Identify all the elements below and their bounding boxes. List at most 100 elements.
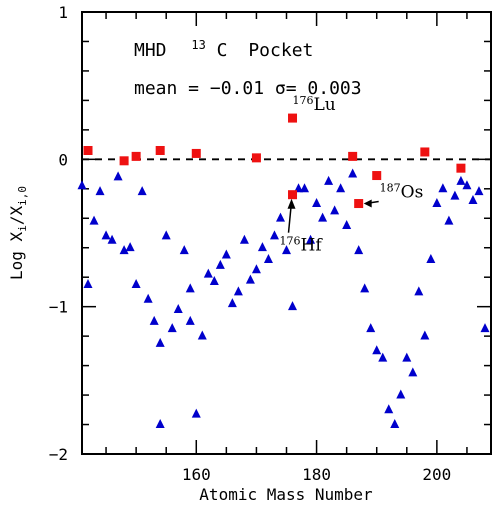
triangle-point [209, 276, 219, 286]
isotope-mass: 176 [280, 235, 301, 248]
triangle-point [161, 230, 171, 240]
triangle-point [95, 186, 105, 196]
title-pocket: Pocket [248, 40, 313, 61]
triangle-point [137, 186, 147, 196]
title-text: MHD [134, 40, 167, 61]
triangle-point [149, 315, 159, 325]
triangle-point [233, 286, 243, 296]
triangle-point [143, 293, 153, 303]
triangle-point [432, 197, 442, 207]
triangle-point [384, 404, 394, 414]
triangle-point [101, 230, 111, 240]
triangle-point [414, 286, 424, 296]
hf-arrowhead [287, 198, 296, 209]
square-point [83, 145, 93, 155]
square-point [354, 199, 364, 209]
square-point [119, 156, 129, 166]
triangle-point [282, 245, 291, 255]
triangle-point [197, 330, 207, 340]
x-axis-label: Atomic Mass Number [199, 485, 373, 504]
isotope-label: 176Lu [293, 94, 336, 115]
isotope-symbol: Os [401, 183, 424, 203]
isotope-mass: 176 [293, 94, 314, 107]
x-tick-label: 160 [182, 465, 211, 484]
square-point [348, 151, 358, 161]
title-isotope-symbol: C [217, 40, 228, 61]
triangle-point [173, 304, 183, 314]
triangle-point [239, 234, 249, 244]
triangle-point [257, 242, 267, 252]
triangle-point [167, 323, 177, 333]
isotope-label: 176Hf [280, 235, 324, 256]
chart-title: MHD 13 C Pocket [134, 33, 313, 61]
triangle-point [390, 418, 400, 428]
triangle-point [450, 190, 460, 200]
triangle-point [420, 330, 430, 340]
triangle-point [125, 242, 135, 252]
title-isotope-mass: 13 [191, 38, 205, 52]
triangle-point [221, 249, 231, 259]
triangle-point [77, 180, 87, 190]
triangle-point [263, 253, 273, 263]
triangle-point [251, 264, 261, 274]
triangle-point [330, 205, 340, 215]
triangle-point [191, 408, 201, 418]
isotope-mass: 187 [380, 182, 401, 195]
triangle-point [185, 315, 195, 325]
triangle-point [354, 245, 364, 255]
triangle-point [113, 171, 123, 181]
os-arrowhead [363, 199, 372, 208]
square-point [131, 151, 141, 161]
triangle-point [275, 212, 285, 222]
triangle-point [372, 345, 382, 355]
triangle-point [336, 183, 346, 193]
triangle-point [324, 175, 334, 185]
isotope-symbol: Hf [301, 236, 324, 256]
square-point [288, 190, 298, 200]
triangle-point [342, 220, 352, 230]
triangle-point [131, 278, 141, 288]
square-point [155, 145, 165, 155]
isotope-symbol: Lu [314, 95, 336, 115]
triangle-point [318, 212, 328, 222]
triangle-point [288, 301, 298, 311]
y-tick-label: 1 [58, 3, 68, 22]
triangle-point [83, 278, 93, 288]
triangle-point [306, 234, 316, 244]
triangle-point [89, 215, 99, 225]
triangle-point [155, 337, 165, 347]
triangle-point [185, 283, 195, 293]
triangle-point [402, 352, 412, 362]
square-point [251, 153, 261, 163]
square-point [191, 148, 201, 158]
triangle-point [119, 245, 129, 255]
triangle-point [408, 367, 418, 377]
triangle-point [300, 183, 310, 193]
y-axis-label: Log Xi/Xi,0 [7, 186, 29, 280]
triangle-point [468, 195, 478, 205]
triangle-point [179, 245, 189, 255]
triangle-point [269, 230, 279, 240]
isotope-label: 187Os [380, 182, 424, 203]
triangle-point [312, 197, 322, 207]
triangle-point [348, 168, 358, 178]
triangle-point [294, 183, 304, 193]
triangle-point [107, 234, 117, 244]
triangle-point [426, 253, 436, 263]
triangle-point [366, 323, 376, 333]
axis-ticks [82, 11, 491, 455]
tick-labels: 160 180 200 −2 −1 0 1 [49, 3, 452, 484]
data-marks [77, 113, 490, 428]
triangle-point [444, 215, 454, 225]
y-tick-label: 0 [58, 150, 68, 169]
y-tick-label: −1 [49, 298, 68, 317]
y-tick-label: −2 [49, 445, 68, 464]
triangle-point [215, 259, 225, 269]
triangle-point [480, 323, 490, 333]
triangle-point [396, 389, 406, 399]
triangle-point [245, 274, 255, 284]
x-tick-label: 180 [302, 465, 331, 484]
triangle-point [227, 298, 237, 308]
triangle-point [378, 352, 388, 362]
